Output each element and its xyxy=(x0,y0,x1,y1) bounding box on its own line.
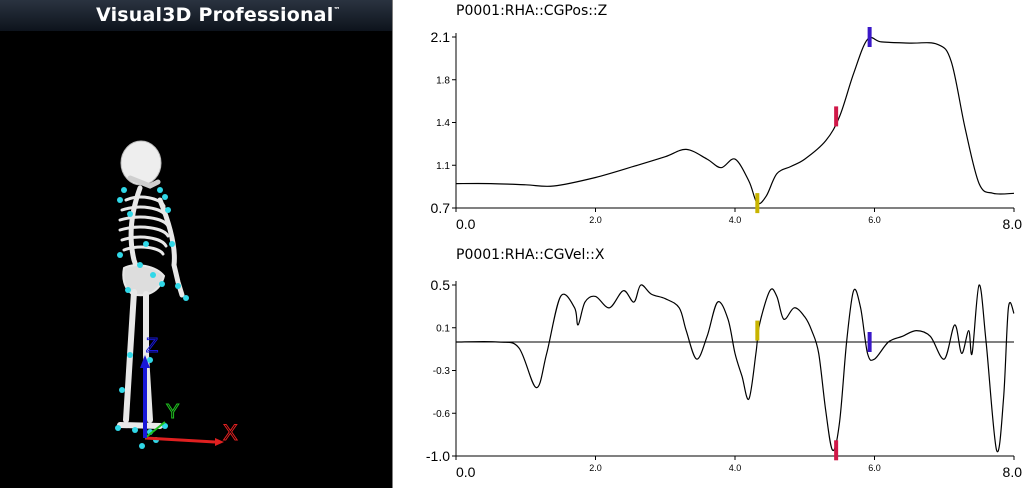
y-tick-label: -0.6 xyxy=(433,409,451,420)
x-tick-label: 4.0 xyxy=(729,215,742,225)
panel-splitter[interactable] xyxy=(392,0,398,488)
y-tick-label: 1.8 xyxy=(436,75,450,86)
marker-set xyxy=(115,187,189,449)
y-tick-label: 1.4 xyxy=(436,118,450,129)
y-tick-label: -1.0 xyxy=(426,448,450,464)
x-tick-label: 0.0 xyxy=(456,216,476,232)
right-leg xyxy=(143,291,153,423)
y-tick-label: 0.1 xyxy=(436,323,450,334)
app-title-bar: Visual3D Professional™ xyxy=(0,0,392,31)
x-tick-label: 2.0 xyxy=(589,463,602,473)
trademark-symbol: ™ xyxy=(333,6,341,14)
plot-panel-cgvel-x[interactable]: P0001:RHA::CGVel::X 0.5 0.1 -0.3 -0.6 -1.0 0.… xyxy=(398,244,1024,488)
coordinate-axes: X Y Z xyxy=(140,335,239,446)
y-axis-label: Y xyxy=(166,401,179,423)
event-marker[interactable] xyxy=(755,193,760,214)
y-tick-label: 0.5 xyxy=(431,277,451,293)
x-tick-label: 6.0 xyxy=(868,215,881,225)
x-axis-arrow xyxy=(215,438,224,446)
feet xyxy=(117,422,163,429)
skeleton-model[interactable] xyxy=(117,140,185,429)
x-tick-label: 6.0 xyxy=(868,463,881,473)
event-marker[interactable] xyxy=(867,332,872,352)
y-tick-label: 2.1 xyxy=(431,29,451,45)
y-axis-line xyxy=(144,421,166,439)
x-axis-label: X xyxy=(223,420,238,445)
z-axis-arrow xyxy=(140,355,150,368)
jaw xyxy=(127,175,161,189)
x-tick-label: 0.0 xyxy=(456,464,476,480)
plot-panel-cgpos-z[interactable]: P0001:RHA::CGPos::Z 2.1 1.8 1.4 1.1 0.7 0.0 2.… xyxy=(398,0,1024,244)
x-tick-label: 4.0 xyxy=(729,463,742,473)
series-line xyxy=(455,284,1015,453)
y-tick-label: 0.7 xyxy=(431,200,451,216)
event-marker[interactable] xyxy=(834,440,839,461)
y-tick-label: 1.1 xyxy=(436,161,450,172)
series-line xyxy=(455,36,1015,205)
plot-title: P0001:RHA::CGPos::Z xyxy=(456,3,608,19)
3d-viewport[interactable]: X Y Z xyxy=(0,31,392,488)
viewport-panel[interactable]: Visual3D Professional™ xyxy=(0,0,392,488)
event-marker[interactable] xyxy=(834,106,839,127)
line-chart-cgvel-x[interactable]: 0.5 0.1 -0.3 -0.6 -1.0 0.0 2.0 4.0 6.0 8.0 xyxy=(398,244,1024,488)
ribcage xyxy=(118,195,170,256)
x-tick-label: 8.0 xyxy=(1003,464,1023,480)
app-title: Visual3D Professional™ xyxy=(96,4,341,26)
plot-title: P0001:RHA::CGVel::X xyxy=(456,247,605,263)
line-chart-cgpos-z[interactable]: 2.1 1.8 1.4 1.1 0.7 0.0 2.0 4.0 6.0 8.0 xyxy=(398,0,1024,244)
event-marker[interactable] xyxy=(867,27,872,47)
x-tick-label: 2.0 xyxy=(589,215,602,225)
z-axis-label: Z xyxy=(146,335,158,357)
x-tick-label: 8.0 xyxy=(1003,216,1023,232)
x-axis-line xyxy=(144,436,216,444)
y-tick-label: -0.3 xyxy=(433,366,451,377)
event-marker[interactable] xyxy=(755,320,760,341)
skull xyxy=(120,140,162,186)
